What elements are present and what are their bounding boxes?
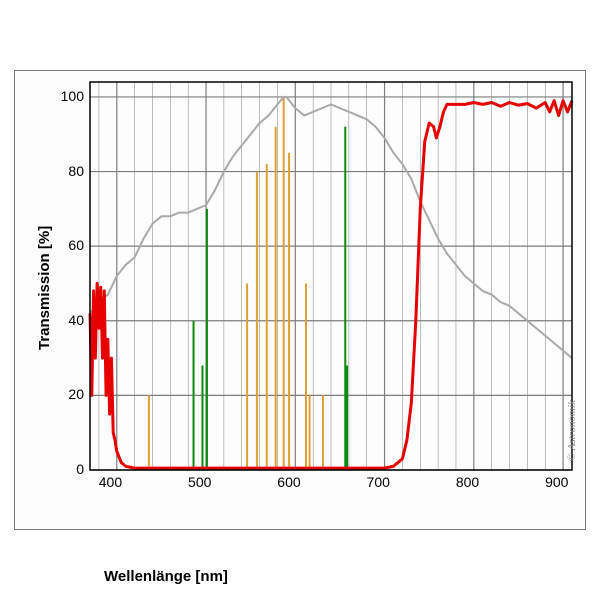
x-tick-label: 600 [277,474,300,490]
chart-inner: Transmission [%] Wellenlänge [nm] 020406… [14,70,586,530]
x-axis-label: Wellenlänge [nm] [104,568,228,585]
y-tick-label: 80 [44,163,84,179]
x-tick-label: 400 [99,474,122,490]
chart-frame: Transmission [%] Wellenlänge [nm] 020406… [0,0,600,600]
y-tick-label: 20 [44,386,84,402]
y-tick-label: 100 [44,88,84,104]
y-tick-label: 60 [44,237,84,253]
x-tick-label: 500 [188,474,211,490]
x-tick-label: 900 [545,474,568,490]
copyright: © Astronomik [566,400,578,461]
x-tick-label: 700 [367,474,390,490]
y-tick-label: 0 [44,461,84,477]
y-tick-label: 40 [44,312,84,328]
chart-svg [14,70,586,530]
x-tick-label: 800 [456,474,479,490]
